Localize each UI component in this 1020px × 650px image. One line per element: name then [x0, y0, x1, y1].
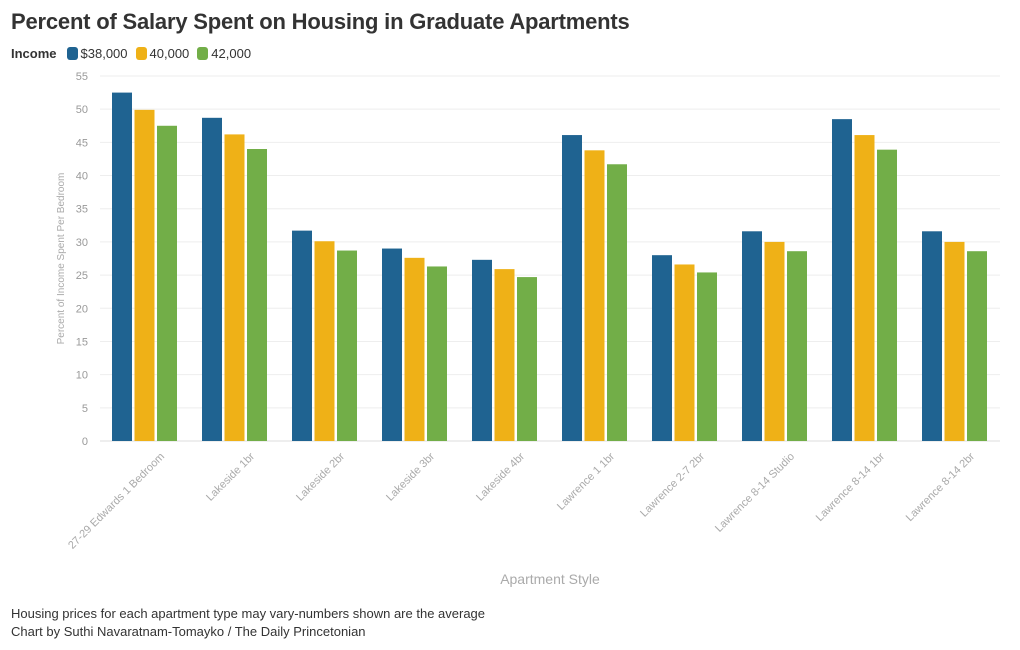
bar [944, 241, 965, 441]
bar [854, 135, 875, 441]
legend-label: 42,000 [211, 45, 252, 61]
bar [382, 248, 402, 441]
bar [584, 150, 605, 441]
bar [494, 269, 515, 441]
y-tick-label: 50 [76, 104, 88, 116]
x-tick-label: Lakeside 3br [384, 450, 437, 503]
legend-item-series-2[interactable]: 40,000 [135, 45, 190, 61]
legend: Income $38,000 40,000 42,000 [11, 44, 259, 62]
bar [202, 117, 222, 442]
bar [112, 92, 132, 441]
y-tick-label: 45 [76, 137, 88, 149]
bar [652, 255, 672, 441]
bar [787, 251, 807, 441]
x-tick-label: Lakeside 2br [294, 450, 347, 503]
x-tick-label: 27-29 Edwards 1 Bedroom [66, 451, 167, 552]
bar [314, 241, 335, 441]
footer-note: Housing prices for each apartment type m… [11, 606, 486, 621]
y-tick-label: 30 [76, 237, 88, 249]
chart-footer: Housing prices for each apartment type m… [11, 605, 485, 641]
y-tick-label: 0 [82, 436, 88, 448]
x-tick-label: Lawrence 8-14 1br [814, 450, 888, 524]
bar [427, 266, 447, 441]
y-tick-label: 20 [76, 303, 88, 315]
x-tick-label: Lawrence 1 1br [555, 450, 617, 512]
bar [247, 149, 267, 441]
bar [134, 109, 155, 441]
bar [922, 231, 942, 441]
legend-item-series-1[interactable]: $38,000 [66, 45, 128, 61]
bar [967, 251, 987, 441]
bar [157, 125, 177, 441]
y-tick-label: 40 [76, 171, 88, 183]
legend-swatch [197, 46, 209, 60]
legend-item-series-3[interactable]: 42,000 [197, 46, 251, 61]
bar [337, 250, 357, 441]
y-tick-label: 35 [76, 204, 88, 216]
x-tick-label: Lawrence 8-14 2br [904, 450, 978, 524]
y-axis-label: Percent of Income Spent Per Bedroom [56, 173, 67, 345]
bar [764, 241, 785, 441]
bar [517, 277, 537, 441]
bar-chart: 0 5 10 15 20 25 30 35 40 45 50 55 Percent of Income … [56, 71, 1000, 587]
y-tick-label: 25 [76, 270, 88, 282]
legend-label: 40,000 [149, 45, 190, 61]
x-axis-label: Apartment Style [500, 571, 600, 587]
bar [674, 264, 695, 441]
bar [832, 119, 852, 442]
bar [404, 257, 425, 441]
legend-swatch [135, 46, 147, 60]
legend-label: $38,000 [80, 45, 128, 61]
chart-title: Percent of Salary Spent on Housing in Gr… [11, 9, 630, 34]
x-tick-label: Lakeside 4br [474, 450, 527, 503]
x-tick-label: Lakeside 1br [204, 450, 257, 503]
y-tick-label: 55 [76, 71, 88, 83]
y-tick-label: 5 [82, 403, 88, 415]
y-tick-label: 15 [76, 336, 88, 348]
bar [607, 164, 627, 441]
bar [472, 259, 492, 441]
legend-title: Income [11, 45, 57, 61]
bar [224, 134, 245, 441]
footer-credit: Chart by Suthi Navaratnam-Tomayko / The … [11, 624, 366, 639]
bar [742, 231, 762, 441]
legend-swatch [66, 46, 78, 60]
bar [877, 149, 897, 441]
x-tick-label: Lawrence 8-14 Studio [713, 451, 797, 535]
x-tick-label: Lawrence 2-7 2br [638, 450, 707, 519]
y-tick-label: 10 [76, 370, 88, 382]
bar [697, 272, 717, 441]
bar [292, 230, 312, 441]
bar [562, 135, 582, 441]
